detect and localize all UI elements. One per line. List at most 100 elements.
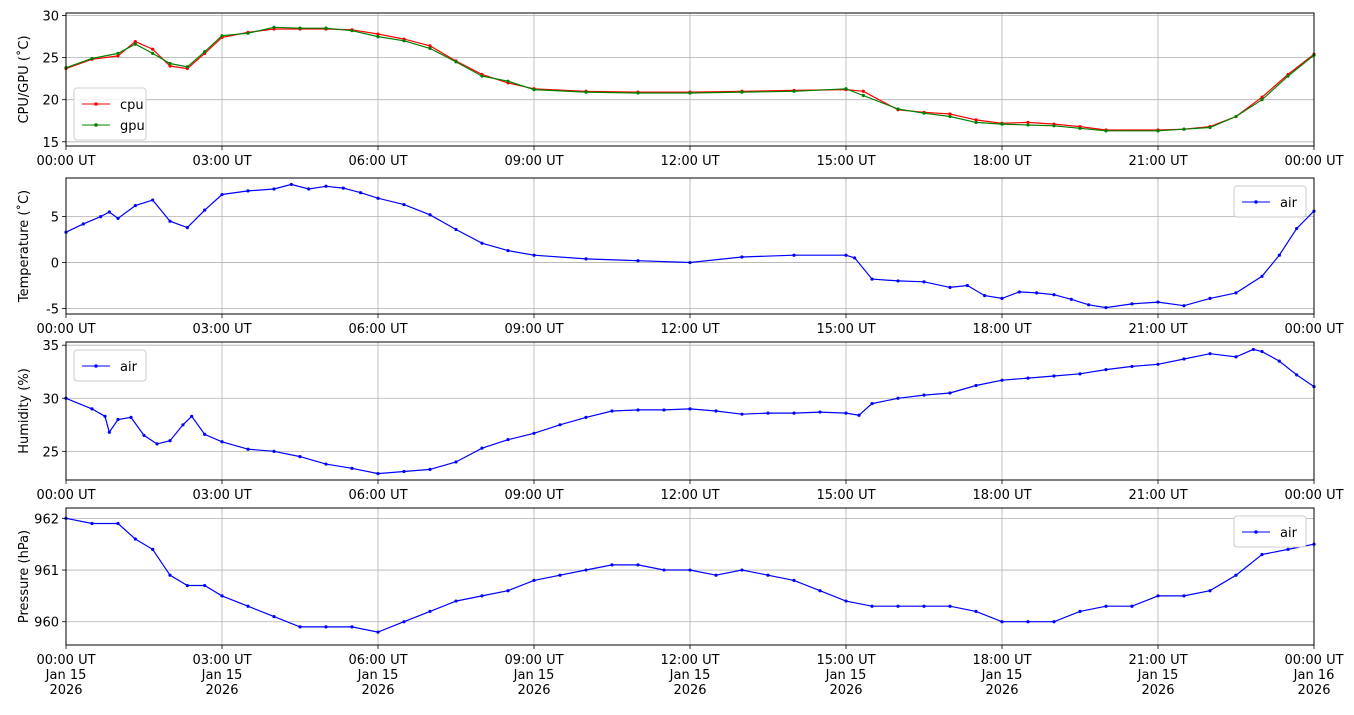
- data-point-gpu: [861, 93, 865, 98]
- data-point-gpu: [298, 26, 302, 30]
- y-tick-label: 25: [42, 52, 59, 67]
- data-point-air: [454, 460, 458, 464]
- data-point-air: [662, 408, 666, 412]
- data-point-air: [151, 198, 155, 202]
- data-point-air: [1130, 364, 1134, 369]
- data-point-air: [1052, 293, 1056, 297]
- data-point-gpu: [948, 114, 952, 119]
- data-point-air: [307, 187, 311, 191]
- data-point-air: [688, 568, 692, 572]
- legend: cpu gpu: [73, 87, 147, 141]
- data-point-cpu: [861, 89, 865, 93]
- data-point-air: [532, 578, 536, 582]
- data-point-air: [974, 609, 978, 613]
- y-tick-label: 0: [51, 257, 59, 272]
- data-point-cpu: [151, 47, 155, 51]
- data-point-air: [324, 625, 328, 629]
- data-point-air: [792, 578, 796, 582]
- legend-label-air: air: [1280, 526, 1298, 541]
- x-tick-label: 12:00 UT: [660, 488, 719, 503]
- y-tick-label: 5: [51, 211, 59, 226]
- x-tick-label: 21:00 UT: [1128, 488, 1187, 503]
- data-point-air: [1130, 604, 1134, 608]
- data-point-air: [203, 208, 207, 212]
- data-point-air: [1260, 552, 1264, 557]
- data-point-air: [506, 248, 510, 253]
- data-point-air: [376, 472, 380, 476]
- x-tick-label: 09:00 UT: [504, 653, 563, 668]
- data-point-air: [1000, 378, 1004, 382]
- data-point-air: [359, 191, 363, 195]
- x-tick-label: 2026: [1141, 683, 1174, 698]
- data-point-air: [103, 414, 107, 418]
- data-point-air: [168, 573, 172, 577]
- data-point-gpu: [402, 39, 406, 43]
- legend-label-cpu: cpu: [120, 98, 144, 113]
- data-point-air: [1078, 609, 1082, 613]
- data-point-air: [1156, 362, 1160, 366]
- data-point-air: [844, 599, 848, 603]
- data-point-air: [974, 383, 978, 388]
- y-axis-label: Humidity (%): [17, 368, 32, 454]
- data-point-air: [870, 604, 874, 608]
- data-point-gpu: [203, 50, 207, 54]
- data-point-gpu: [922, 111, 926, 115]
- x-tick-label: 2026: [1297, 683, 1330, 698]
- data-point-air: [272, 187, 276, 191]
- data-point-air: [714, 573, 718, 577]
- data-point-gpu: [1000, 122, 1004, 126]
- data-point-air: [662, 568, 666, 572]
- data-point-gpu: [480, 74, 484, 78]
- data-point-air: [857, 413, 861, 417]
- data-point-air: [220, 192, 224, 197]
- x-tick-label: 03:00 UT: [192, 322, 251, 337]
- y-tick-label: 960: [34, 616, 59, 631]
- x-tick-label: 06:00 UT: [348, 154, 407, 169]
- data-point-air: [1251, 347, 1255, 352]
- data-point-air: [289, 182, 293, 187]
- x-tick-label: 2026: [361, 683, 394, 698]
- data-point-cpu: [948, 112, 952, 116]
- data-point-air: [714, 409, 718, 413]
- y-tick-label: 30: [42, 392, 59, 407]
- data-point-air: [983, 294, 987, 298]
- x-tick-label: 00:00 UT: [36, 154, 95, 169]
- data-point-gpu: [1052, 124, 1056, 128]
- data-point-air: [1069, 297, 1073, 301]
- x-tick-label: 12:00 UT: [660, 322, 719, 337]
- data-point-gpu: [1260, 98, 1264, 102]
- legend-label-air: air: [120, 360, 138, 375]
- data-point-air: [688, 260, 692, 265]
- data-point-air: [151, 547, 155, 551]
- y-tick-label: 962: [34, 512, 59, 527]
- data-point-gpu: [1208, 125, 1212, 130]
- data-point-air: [185, 583, 189, 588]
- y-tick-label: 30: [42, 10, 59, 25]
- data-point-air: [1260, 274, 1264, 278]
- x-tick-label: 2026: [517, 683, 550, 698]
- data-point-air: [376, 196, 380, 200]
- data-point-gpu: [506, 79, 510, 83]
- data-point-gpu: [1104, 129, 1108, 133]
- data-point-air: [922, 280, 926, 284]
- x-tick-label: Jan 15: [201, 668, 243, 683]
- data-point-air: [922, 604, 926, 608]
- y-tick-label: 15: [42, 136, 59, 151]
- data-point-air: [506, 438, 510, 442]
- x-tick-label: 12:00 UT: [660, 154, 719, 169]
- chart-panel-3: 25 30 35 00:00 UT 03:00 UT 06:00 UT 09:00 UT 12…: [17, 339, 1344, 503]
- x-tick-label: 06:00 UT: [348, 488, 407, 503]
- x-tick-label: 15:00 UT: [816, 653, 875, 668]
- x-tick-label: 00:00 UT: [1284, 653, 1343, 668]
- y-tick-label: -5: [46, 302, 59, 317]
- data-point-air: [1182, 594, 1186, 598]
- data-point-air: [740, 255, 744, 259]
- data-point-gpu: [272, 25, 276, 29]
- data-point-air: [584, 568, 588, 572]
- data-point-air: [584, 415, 588, 419]
- x-tick-label: 18:00 UT: [972, 322, 1031, 337]
- data-point-air: [298, 625, 302, 629]
- data-point-air: [203, 583, 207, 588]
- data-point-air: [142, 433, 146, 438]
